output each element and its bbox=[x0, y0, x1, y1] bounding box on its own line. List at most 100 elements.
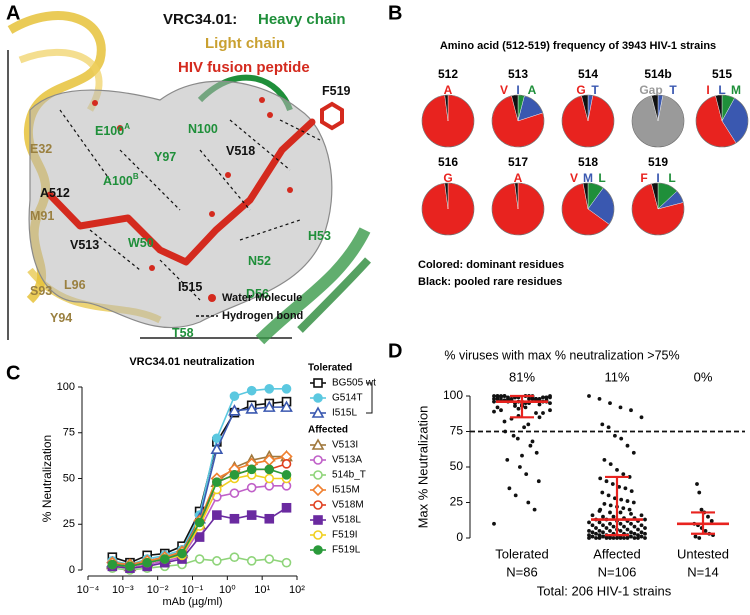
residue-name: A512 bbox=[40, 186, 70, 200]
marker bbox=[142, 557, 152, 568]
residue-label: Y94 bbox=[50, 311, 72, 325]
data-point bbox=[709, 519, 714, 523]
residue-name: V518 bbox=[226, 144, 255, 158]
data-point bbox=[643, 517, 647, 522]
y-tick-label: 50 bbox=[63, 472, 75, 484]
note: Black: pooled rare residues bbox=[418, 276, 562, 288]
data-point bbox=[618, 405, 623, 410]
data-point bbox=[520, 453, 524, 458]
y-tick-label: 100 bbox=[57, 381, 75, 393]
data-point bbox=[598, 476, 603, 481]
data-point bbox=[604, 536, 609, 540]
title-peptide: HIV fusion peptide bbox=[178, 59, 310, 76]
data-point bbox=[703, 529, 708, 533]
residue-name: Gap bbox=[639, 83, 662, 97]
marker bbox=[313, 515, 323, 525]
y-tick-label: 0 bbox=[69, 564, 75, 576]
legend-label: 514b_T bbox=[332, 470, 366, 481]
data-point bbox=[632, 536, 637, 540]
residue-name: A bbox=[528, 83, 537, 97]
residue-label: I515 bbox=[178, 280, 202, 294]
marker bbox=[262, 400, 276, 412]
data-point bbox=[631, 500, 636, 505]
data-point bbox=[629, 511, 633, 516]
legend-group: Tolerated bbox=[308, 363, 352, 374]
marker bbox=[212, 477, 222, 487]
pie-label: 518 bbox=[578, 155, 598, 169]
pie-outline bbox=[421, 94, 475, 148]
x-tick-label: 10⁰ bbox=[219, 584, 236, 596]
pie-title: Amino acid (512-519) frequency of 3943 H… bbox=[440, 40, 716, 52]
data-point bbox=[639, 530, 644, 535]
residue-name: H53 bbox=[308, 229, 331, 243]
data-point bbox=[615, 467, 619, 472]
legend-label: V513A bbox=[332, 455, 362, 466]
data-point bbox=[636, 527, 640, 532]
data-point bbox=[636, 533, 640, 538]
data-point bbox=[511, 433, 516, 438]
marker bbox=[194, 532, 205, 542]
marker bbox=[246, 464, 257, 475]
data-point bbox=[597, 520, 602, 525]
data-point bbox=[587, 536, 591, 540]
data-point bbox=[621, 472, 626, 476]
residue-name: T bbox=[591, 83, 599, 97]
data-point bbox=[495, 394, 500, 398]
data-point bbox=[643, 536, 647, 540]
data-point bbox=[541, 395, 545, 400]
x-tick-label: 10⁻² bbox=[147, 584, 169, 596]
data-point bbox=[693, 534, 698, 539]
marker bbox=[313, 455, 323, 465]
residue-name: A bbox=[444, 83, 453, 97]
residue-label: F519 bbox=[322, 84, 351, 98]
data-point bbox=[544, 395, 549, 400]
data-point bbox=[515, 436, 520, 441]
panel-letter: A bbox=[6, 2, 20, 24]
pie-label: 513 bbox=[508, 67, 528, 81]
residue-name: Y97 bbox=[154, 150, 176, 164]
data-point bbox=[625, 499, 630, 503]
data-point bbox=[594, 531, 598, 536]
legend-bracket bbox=[366, 382, 373, 414]
data-point bbox=[611, 536, 616, 540]
data-point bbox=[639, 415, 644, 420]
data-point bbox=[597, 396, 602, 401]
marker bbox=[229, 470, 240, 480]
data-point bbox=[608, 529, 612, 533]
residue-name: I bbox=[706, 83, 709, 97]
data-point bbox=[629, 521, 633, 526]
residue-label: D56 bbox=[246, 287, 269, 301]
residue-label: W50 bbox=[128, 236, 154, 250]
residue-name: A bbox=[514, 171, 523, 185]
marker bbox=[245, 402, 259, 414]
pie-label: 512 bbox=[438, 67, 458, 81]
data-point bbox=[537, 402, 542, 407]
data-point bbox=[548, 395, 552, 400]
residue-name: L bbox=[668, 171, 675, 185]
residue-label: M91 bbox=[30, 209, 54, 223]
data-point bbox=[502, 419, 507, 424]
x-tick-label: 10² bbox=[289, 584, 305, 596]
marker bbox=[125, 561, 135, 572]
y-axis-label: % Neutralization bbox=[40, 435, 54, 522]
residue-name: N52 bbox=[248, 254, 271, 268]
marker bbox=[246, 510, 257, 520]
legend-water: Water Molecule bbox=[222, 292, 302, 304]
data-point bbox=[625, 527, 630, 532]
data-point bbox=[602, 458, 607, 462]
marker bbox=[264, 473, 275, 484]
data-point bbox=[502, 394, 507, 398]
data-point bbox=[604, 526, 609, 530]
data-point bbox=[629, 408, 633, 413]
data-point bbox=[629, 489, 634, 494]
category-label: Affected bbox=[593, 546, 640, 561]
pie-outline bbox=[491, 182, 545, 236]
data-point bbox=[492, 409, 496, 414]
data-point bbox=[622, 524, 626, 529]
n-label: N=14 bbox=[687, 564, 718, 579]
structure-illustration bbox=[7, 11, 371, 345]
marker bbox=[264, 384, 275, 394]
data-point bbox=[509, 396, 514, 401]
data-point bbox=[611, 514, 616, 519]
